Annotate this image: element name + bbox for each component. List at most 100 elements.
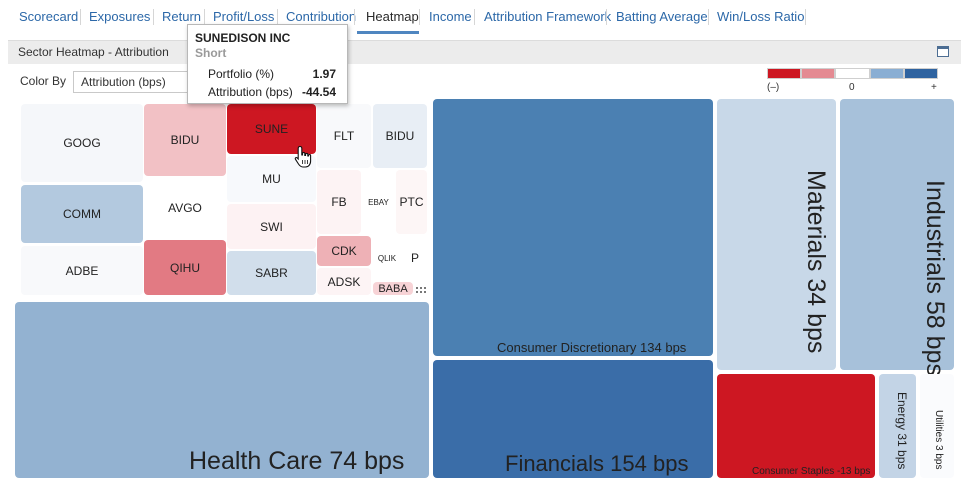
treemap-sector-consumer-staples[interactable]: [717, 374, 875, 478]
color-legend: [767, 68, 939, 79]
treemap-sector-health-care[interactable]: [15, 302, 429, 478]
cell-label: ADSK: [327, 274, 361, 289]
tab-scorecard[interactable]: Scorecard: [19, 9, 79, 24]
tooltip-row: Portfolio (%) 1.97: [208, 67, 338, 81]
cell-label: QLIK: [377, 253, 397, 263]
treemap-cell-adsk[interactable]: ADSK: [317, 268, 371, 295]
treemap-sector-industrials[interactable]: [840, 99, 954, 370]
tooltip-row-label: Attribution (bps): [208, 85, 293, 99]
tab-separator: [277, 9, 278, 25]
tab-batting-average[interactable]: Batting Average: [616, 9, 708, 24]
cell-label: BABA: [378, 282, 408, 295]
sector-label-industrials: Industrials 58 bps: [921, 180, 949, 376]
tab-income[interactable]: Income: [429, 9, 472, 24]
cell-label: CDK: [331, 244, 357, 258]
resize-grip-icon: [416, 287, 426, 293]
sector-label-utilities: Utilities 3 bps: [933, 410, 944, 470]
treemap-cell-p[interactable]: P: [403, 236, 427, 280]
cell-label: AVGO: [168, 201, 202, 215]
color-by-label: Color By: [20, 74, 67, 88]
treemap-cell-qlik[interactable]: QLIK: [373, 236, 401, 280]
tooltip-row: Attribution (bps) -44.54: [208, 85, 338, 99]
tab-bar: Scorecard Exposures Return Profit/Loss C…: [0, 0, 975, 34]
treemap-cell-qihu[interactable]: QIHU: [144, 240, 226, 295]
sector-label-financials: Financials 154 bps: [505, 451, 689, 476]
tooltip-title: SUNEDISON INC: [195, 31, 291, 45]
tooltip-row-value: 1.97: [312, 67, 336, 81]
cell-label: ADBE: [65, 263, 99, 278]
tab-profit-loss[interactable]: Profit/Loss: [213, 9, 275, 24]
tab-separator: [805, 9, 806, 25]
treemap-cell-ptc[interactable]: PTC: [396, 170, 427, 234]
cell-label: COMM: [63, 207, 101, 221]
cell-label: EBAY: [368, 197, 389, 207]
cell-label: P: [410, 251, 419, 265]
tab-separator: [708, 9, 709, 25]
sector-label-materials: Materials 34 bps: [802, 170, 830, 354]
treemap-cell-sune[interactable]: SUNE: [227, 104, 316, 154]
legend-swatch: [869, 68, 904, 79]
legend-swatch: [903, 68, 939, 79]
treemap-sector-utilities[interactable]: [920, 374, 954, 478]
cell-label: FB: [331, 195, 347, 209]
treemap-sector-energy[interactable]: [879, 374, 916, 478]
sector-label-consumer-discretionary: Consumer Discretionary 134 bps: [497, 340, 687, 355]
treemap-cell-sabr[interactable]: SABR: [227, 251, 316, 295]
cell-label: FLT: [333, 129, 355, 143]
legend-swatch: [801, 68, 836, 79]
treemap-sector-financials[interactable]: [433, 360, 713, 478]
cell-label: QIHU: [170, 260, 200, 275]
cell-label: SWI: [260, 219, 283, 234]
panel-title: Sector Heatmap - Attribution: [18, 45, 169, 59]
tab-separator: [606, 9, 607, 25]
sector-label-energy: Energy 31 bps: [895, 392, 909, 470]
tab-separator: [354, 9, 355, 25]
treemap-cell-avgo[interactable]: AVGO: [144, 178, 226, 238]
treemap-cell-bidu[interactable]: BIDU: [144, 104, 226, 176]
tab-attribution-framework[interactable]: Attribution Framework: [484, 9, 612, 24]
tab-contribution[interactable]: Contribution: [286, 9, 357, 24]
tooltip-row-value: -44.54: [301, 85, 336, 99]
tab-separator: [474, 9, 475, 25]
treemap-cell-goog[interactable]: GOOG: [21, 104, 143, 182]
cell-label: GOOG: [63, 136, 101, 150]
treemap-sector-consumer-discretionary[interactable]: [433, 99, 713, 356]
tab-exposures[interactable]: Exposures: [89, 9, 151, 24]
cell-label: BIDU: [385, 129, 415, 143]
cell-label: SABR: [255, 266, 288, 280]
legend-swatch: [835, 68, 870, 79]
tooltip-row-label: Portfolio (%): [208, 67, 275, 81]
panel-header: Sector Heatmap - Attribution: [8, 40, 961, 64]
cell-label: PTC: [399, 195, 424, 209]
treemap-cell-cdk[interactable]: CDK: [317, 236, 371, 266]
tab-separator: [153, 9, 154, 25]
tab-win-loss-ratio[interactable]: Win/Loss Ratio: [717, 9, 805, 24]
tooltip-subtitle: Short: [195, 46, 227, 60]
treemap-sector-materials[interactable]: [717, 99, 836, 370]
legend-swatch: [767, 68, 802, 79]
sector-label-health-care: Health Care 74 bps: [189, 447, 405, 475]
treemap-cell-fb[interactable]: FB: [317, 170, 361, 234]
active-tab-indicator: [357, 31, 419, 34]
cell-label: SUNE: [254, 122, 289, 136]
tab-separator: [419, 9, 420, 25]
legend-positive-label: +: [931, 82, 937, 93]
tab-heatmap[interactable]: Heatmap: [366, 9, 419, 24]
hover-tooltip: SUNEDISON INC Short Portfolio (%) 1.97 A…: [187, 24, 348, 104]
color-by-select[interactable]: Attribution (bps): [73, 71, 193, 93]
treemap-cell-ebay[interactable]: EBAY: [363, 170, 394, 234]
tab-separator: [80, 9, 81, 25]
hand-pointer-icon: [294, 145, 312, 168]
tab-return[interactable]: Return: [162, 9, 202, 24]
treemap-cell-swi[interactable]: SWI: [227, 204, 316, 249]
window-restore-icon[interactable]: [937, 46, 949, 57]
cell-label: BIDU: [170, 133, 200, 147]
treemap-cell-flt[interactable]: FLT: [317, 104, 371, 168]
treemap-cell-bidu-2[interactable]: BIDU: [373, 104, 427, 168]
legend-negative-label: (–): [767, 82, 780, 93]
legend-zero-label: 0: [849, 82, 855, 93]
treemap-cell-baba[interactable]: BABA: [373, 282, 413, 295]
treemap-cell-comm[interactable]: COMM: [21, 185, 143, 243]
cell-label: MU: [262, 172, 281, 186]
treemap-cell-adbe[interactable]: ADBE: [21, 246, 143, 295]
